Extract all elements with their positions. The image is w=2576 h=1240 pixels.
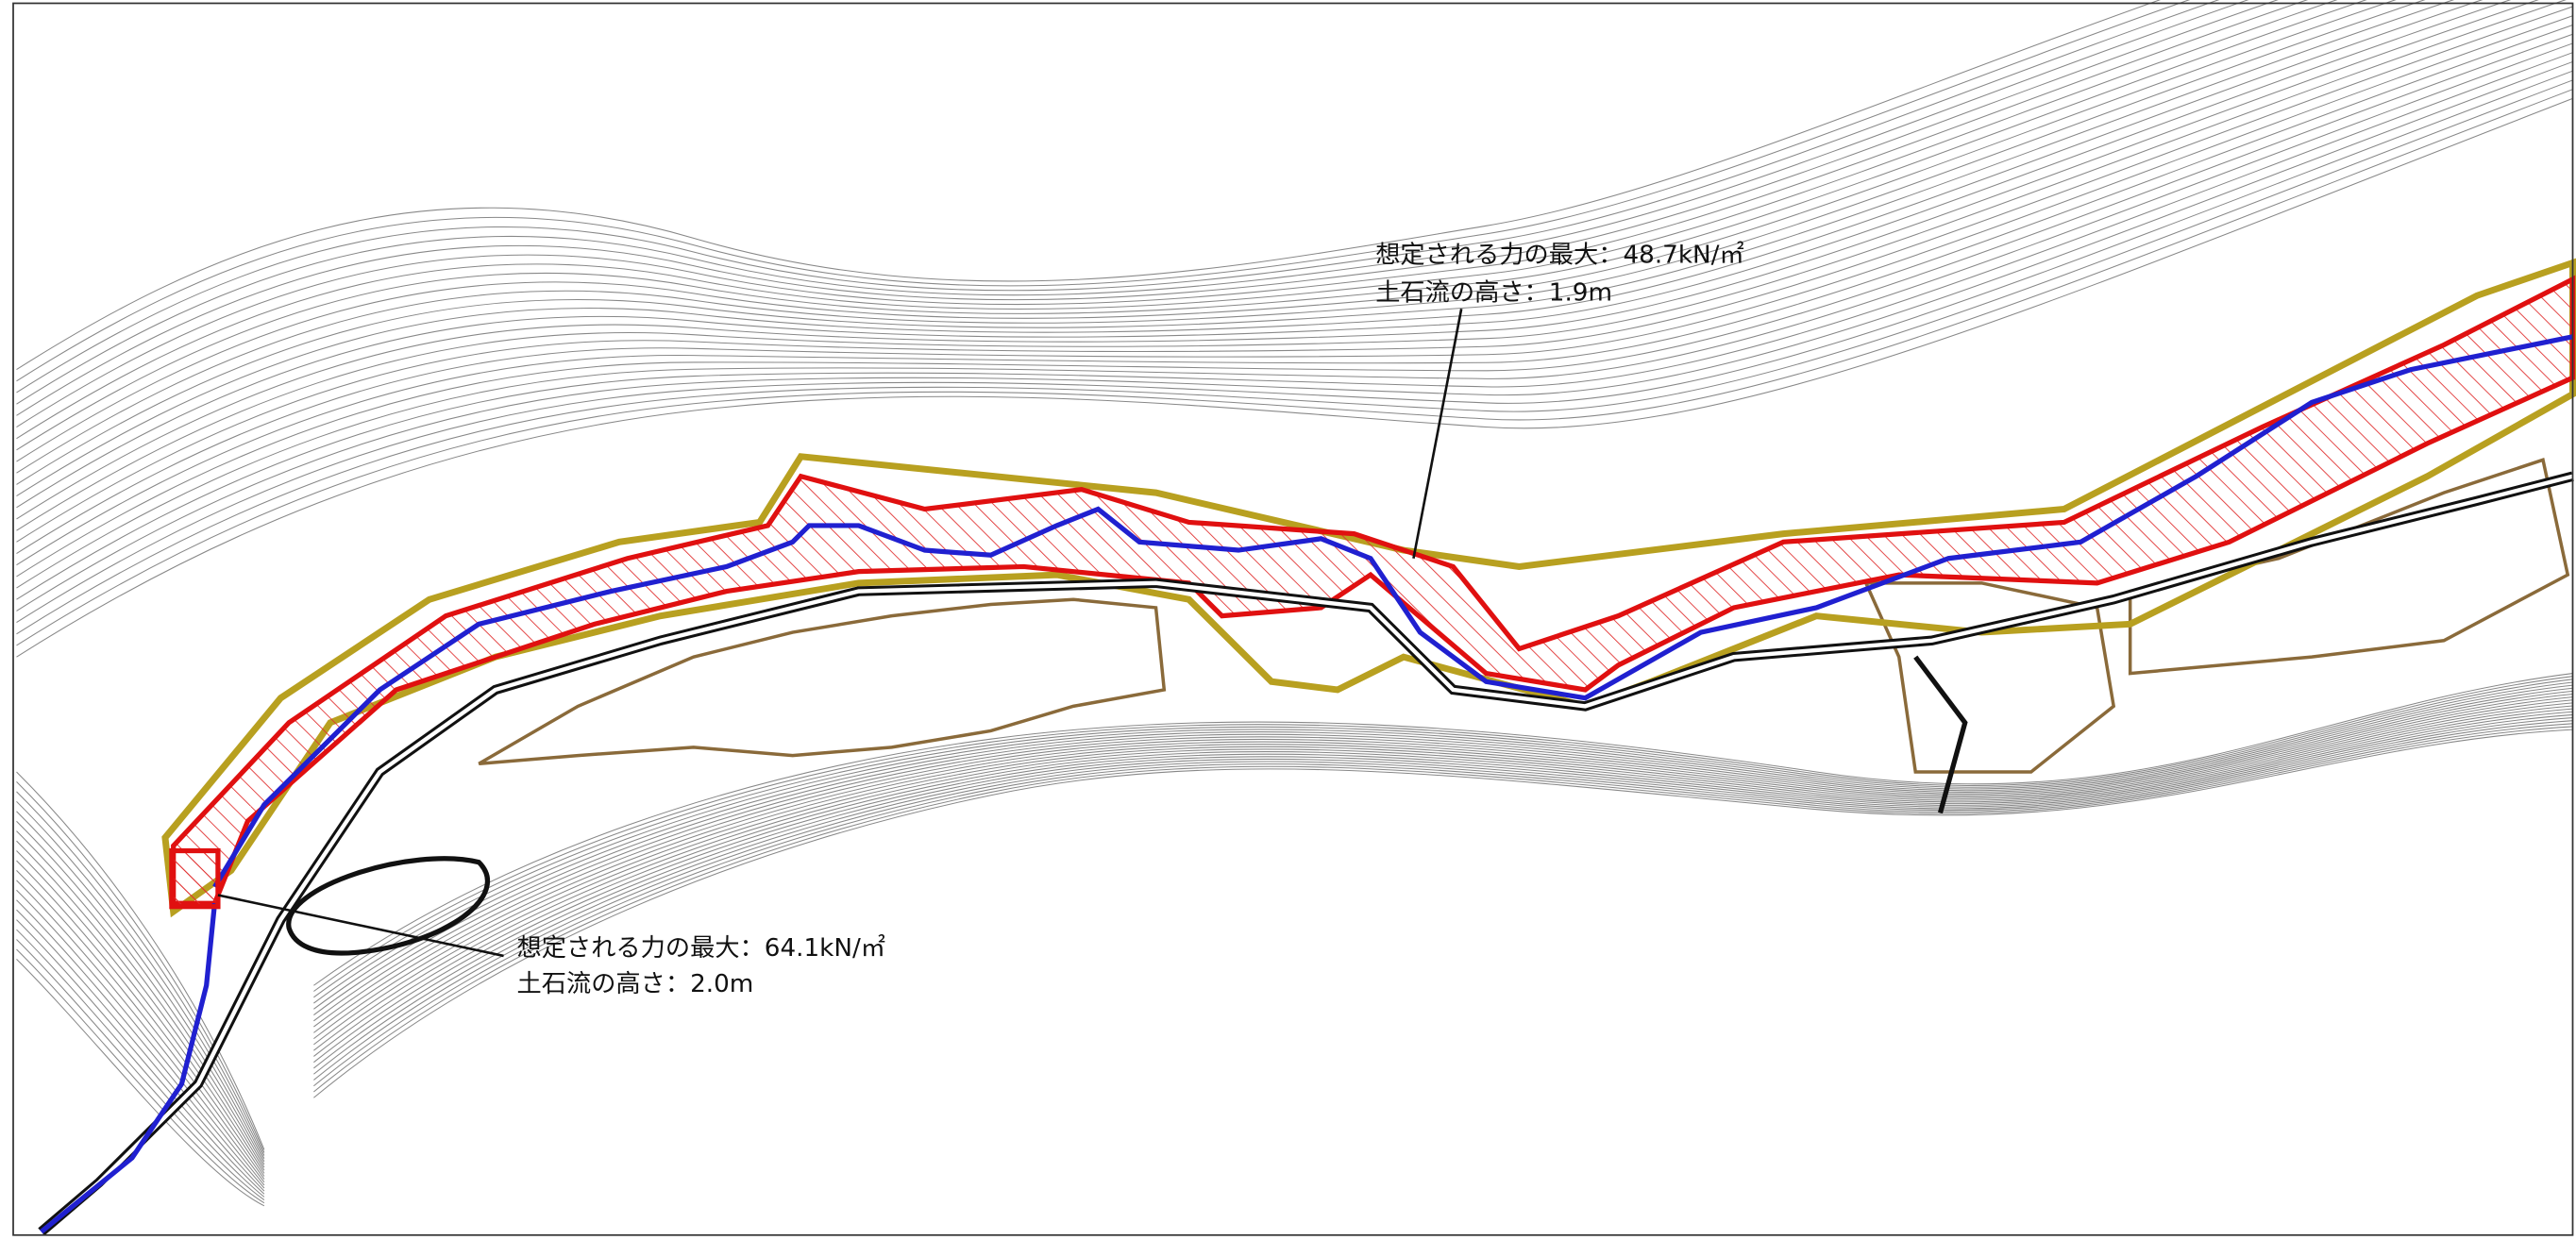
- loop-road: [286, 856, 491, 956]
- contour: [16, 0, 2249, 405]
- contour: [16, 52, 2573, 600]
- contour: [16, 681, 2573, 1159]
- special-hazard-zone: [171, 275, 2576, 906]
- contour: [16, 0, 2309, 427]
- contour: [16, 726, 2573, 1204]
- frame: [12, 2, 2574, 1236]
- contour: [16, 693, 2573, 1171]
- contour: [16, 696, 2573, 1174]
- stream-lower: [40, 902, 218, 1234]
- contour: [16, 79, 2573, 635]
- contour: [16, 0, 2512, 509]
- contour: [16, 0, 2162, 371]
- contour: [16, 699, 2573, 1177]
- contour: [16, 0, 2426, 474]
- contour: [16, 687, 2573, 1165]
- contour: [16, 0, 2455, 485]
- contour: [16, 60, 2573, 612]
- force-label: 想定される力の最大：48.7kN/㎡: [1375, 242, 1743, 270]
- contour: [16, 24, 2573, 566]
- contour: [16, 713, 2573, 1192]
- hazard-zone-outline: [161, 258, 2576, 918]
- contour: [16, 723, 2573, 1200]
- contour-lines: [16, 0, 2573, 1207]
- contour: [16, 705, 2573, 1183]
- side-road: [1913, 655, 1968, 814]
- contour: [16, 0, 2367, 451]
- contour: [16, 0, 2191, 382]
- assessment-point: [169, 847, 221, 910]
- contour: [16, 15, 2573, 554]
- contour: [16, 0, 2483, 497]
- contour: [16, 0, 2220, 394]
- road-inner: [40, 474, 2574, 1233]
- contour: [16, 0, 2338, 440]
- force-label: 想定される力の最大：64.1kN/㎡: [517, 934, 885, 963]
- contour: [16, 0, 2279, 416]
- contour: [16, 42, 2573, 589]
- contour: [16, 676, 2573, 1153]
- contour: [16, 684, 2573, 1163]
- height-label: 土石流の高さ：2.0m: [517, 970, 754, 998]
- stream: [212, 334, 2574, 889]
- contour: [16, 6, 2573, 543]
- contour: [16, 33, 2573, 578]
- contour: [16, 708, 2573, 1186]
- height-label: 土石流の高さ：1.9m: [1375, 279, 1612, 308]
- contour: [16, 0, 2567, 531]
- contour: [16, 0, 2539, 520]
- leader-line: [217, 894, 504, 958]
- contour: [16, 70, 2573, 624]
- contour: [16, 673, 2573, 1150]
- contour: [16, 717, 2573, 1195]
- contour: [16, 97, 2573, 658]
- contour: [16, 711, 2573, 1189]
- contour: [16, 0, 2397, 462]
- contour: [16, 720, 2573, 1198]
- contour: [16, 729, 2573, 1207]
- contour: [16, 89, 2573, 646]
- contour: [16, 679, 2573, 1156]
- contour: [16, 690, 2573, 1168]
- leader-line: [1412, 308, 1463, 559]
- contour: [16, 702, 2573, 1180]
